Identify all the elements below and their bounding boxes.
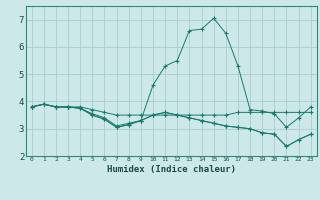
X-axis label: Humidex (Indice chaleur): Humidex (Indice chaleur) xyxy=(107,165,236,174)
